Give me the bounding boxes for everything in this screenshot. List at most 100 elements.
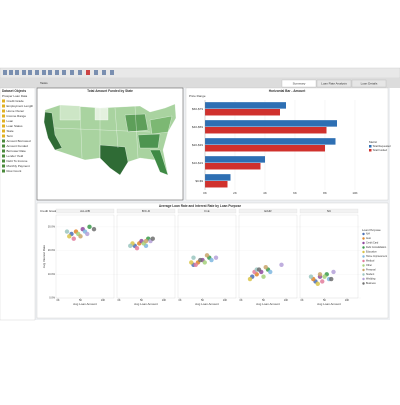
tab-label[interactable]: Loan Details [361,81,378,85]
x-tick-label: 10K [352,191,357,195]
bar [205,181,228,188]
point [87,224,92,230]
tab [316,79,352,88]
point [247,276,253,282]
x-tick-label: 10K [284,299,289,302]
legend-label: Total Requested [373,145,392,148]
legend-swatch [369,149,372,152]
item-icon [2,134,5,138]
point [263,264,268,270]
point [150,236,155,241]
point [317,272,323,277]
item-icon [2,124,5,128]
facet-header [55,208,115,214]
legend-label: N/A [366,233,370,236]
point [193,262,198,267]
toolbar [0,67,400,79]
sidebar-item: Employment Length [7,104,34,108]
point [85,231,90,237]
bar [205,120,337,127]
y-tick-label: $60-$79 [192,107,203,111]
legend-label: Business [366,282,377,285]
point [78,234,83,239]
legend-swatch [362,282,365,285]
facet-label: Credit Grade [40,209,58,213]
y-tick-label: 20.0% [48,249,56,252]
legend-label: Student [366,273,375,276]
legend-swatch [362,268,365,272]
point [191,255,196,260]
legend-title: Metric [369,140,378,144]
point [331,269,336,275]
legend-swatch [362,273,365,276]
x-axis-title: Avg Loan Amount [195,302,219,306]
legend-swatch [362,237,365,240]
legend-label: Medical [366,260,375,263]
x-tick-label: 5K [201,299,204,302]
x-tick-label: 0K [178,299,181,302]
point [256,267,262,272]
legend-label: Education [366,251,377,254]
us-map [43,103,177,176]
item-icon [2,114,5,118]
facet-frame [55,214,115,299]
bar [205,109,280,116]
bar [205,163,261,170]
legend-swatch [362,232,365,236]
facet-frame [116,214,176,299]
point [213,255,219,260]
item-icon [2,129,5,133]
point [91,227,97,232]
sidebar-title: Dataset Objects [2,89,26,93]
facet-header [177,208,237,214]
legend-label: Auto [366,237,372,240]
tab: Tasks [40,81,48,85]
facet-header [299,208,359,214]
y-tick-label: 30.0% [48,226,56,229]
sidebar-item: Amount Borrowed [7,139,31,143]
sidebar-item: Monthly Payment [7,164,30,168]
y-tick-label: $10-$19 [192,161,203,165]
item-icon [2,99,5,103]
chart-title: Horizontal Bar - Amount [269,89,306,93]
legend-label: Wedding [366,278,376,281]
y-tick-label: 10.0% [48,273,56,276]
toolbar-icons [3,70,114,75]
tab-label[interactable]: Summary [293,81,306,85]
x-tick-label: 5K [323,299,326,302]
tab-bar [0,78,400,88]
point [189,260,194,265]
x-tick-label: 10K [345,299,350,302]
point [315,281,320,286]
legend-swatch [362,241,365,245]
point [279,262,284,267]
item-icon [2,104,5,108]
x-tick-label: 4K [263,191,267,195]
dataset-name: Prosper Loan Data [2,94,28,98]
bar [205,138,336,145]
x-tick-label: 0K [239,299,242,302]
x-tick-label: 0K [56,299,59,302]
bar [205,127,327,134]
sidebar [0,87,36,321]
item-icon [2,139,5,143]
point [64,229,70,234]
item-icon [2,159,5,163]
item-icon [2,154,5,158]
legend-label: Credit Card [366,242,379,245]
x-tick-label: 0K [117,299,120,302]
legend-label: Debt Consolidation [366,246,387,249]
point [308,274,314,279]
point [204,253,210,258]
tab-label[interactable]: Loan Rate Analysis [321,81,347,85]
x-axis-title: Avg Loan Amount [317,302,341,306]
point [71,236,76,241]
sidebar-item: Amount Funded [7,144,29,148]
item-icon [2,149,5,153]
legend-swatch [362,250,365,254]
bar [205,145,325,152]
item-icon [2,164,5,168]
point [128,243,133,249]
legend-swatch [362,277,365,281]
